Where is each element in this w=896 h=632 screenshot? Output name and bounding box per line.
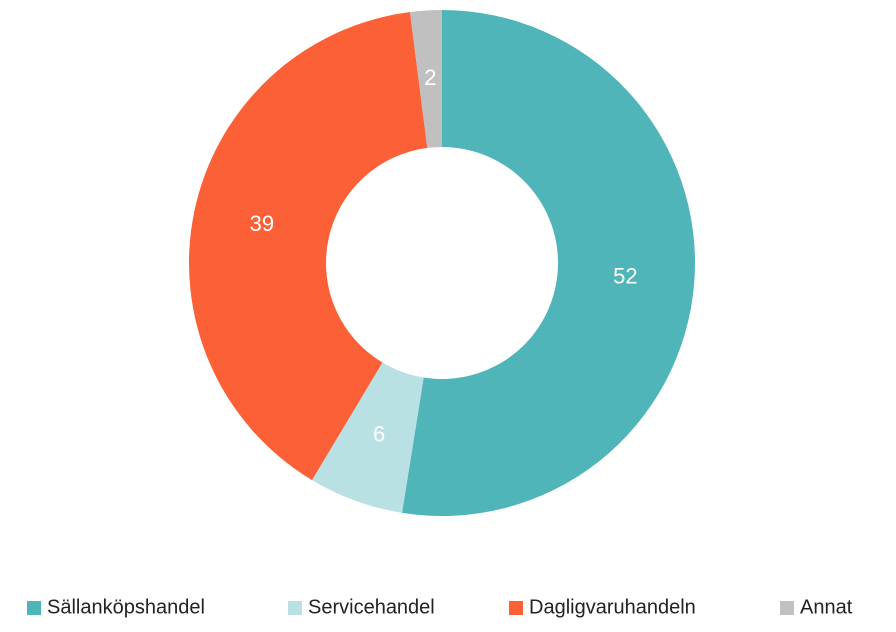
legend-label: Annat <box>800 596 853 618</box>
donut-slice <box>409 10 442 148</box>
data-label: 6 <box>373 422 385 447</box>
legend-swatch <box>288 601 302 615</box>
legend-label: Sällanköpshandel <box>47 596 205 618</box>
donut-slice <box>402 10 695 516</box>
donut-slice <box>312 362 424 513</box>
data-label: 52 <box>613 263 637 288</box>
legend-swatch <box>27 601 41 615</box>
legend-label: Servicehandel <box>308 596 435 618</box>
legend-swatch <box>509 601 523 615</box>
data-label: 2 <box>424 65 436 90</box>
legend-swatch <box>780 601 794 615</box>
data-label: 39 <box>250 211 274 236</box>
legend-label: Dagligvaruhandeln <box>529 596 696 618</box>
donut-slice <box>189 12 428 481</box>
